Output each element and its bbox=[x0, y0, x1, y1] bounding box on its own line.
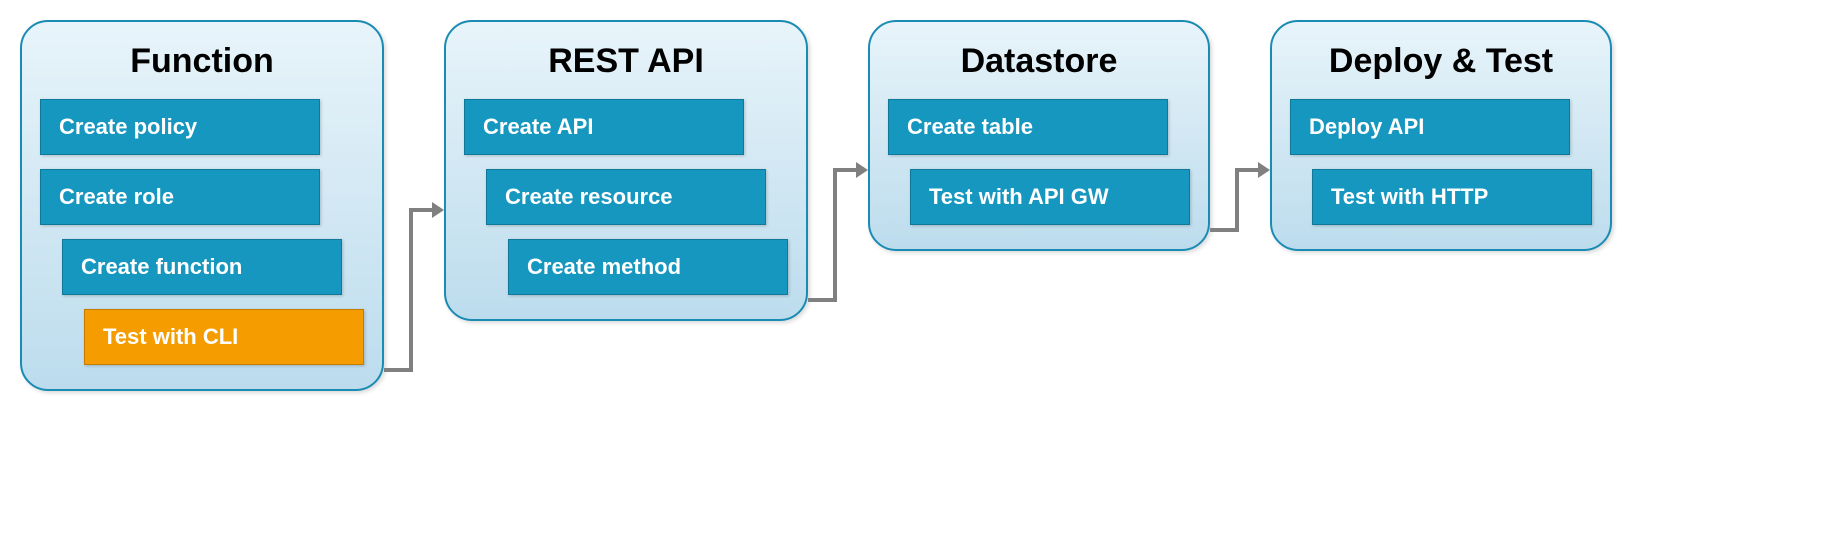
stage-title: REST API bbox=[548, 42, 704, 81]
step: Create API bbox=[464, 99, 744, 155]
stage-title: Datastore bbox=[961, 42, 1118, 81]
step: Test with HTTP bbox=[1312, 169, 1592, 225]
step: Deploy API bbox=[1290, 99, 1570, 155]
steps-container: Create policy Create role Create function T… bbox=[40, 99, 364, 365]
step: Create method bbox=[508, 239, 788, 295]
stage: Deploy & Test Deploy API Test with HTTP bbox=[1270, 20, 1612, 251]
step: Test with CLI bbox=[84, 309, 364, 365]
stage: Function Create policy Create role Create f… bbox=[20, 20, 384, 391]
step: Create resource bbox=[486, 169, 766, 225]
steps-container: Deploy API Test with HTTP bbox=[1290, 99, 1592, 225]
stage: Datastore Create table Test with API GW bbox=[868, 20, 1210, 251]
steps-container: Create table Test with API GW bbox=[888, 99, 1190, 225]
steps-container: Create API Create resource Create method bbox=[464, 99, 788, 295]
flowchart: Function Create policy Create role Create f… bbox=[20, 20, 1808, 391]
step: Create policy bbox=[40, 99, 320, 155]
step: Create role bbox=[40, 169, 320, 225]
step: Test with API GW bbox=[910, 169, 1190, 225]
stage-title: Function bbox=[130, 42, 274, 81]
step: Create table bbox=[888, 99, 1168, 155]
stage: REST APICreate APICreate resourceCreate … bbox=[444, 20, 808, 321]
stage-title: Deploy & Test bbox=[1329, 42, 1553, 81]
step: Create function bbox=[62, 239, 342, 295]
